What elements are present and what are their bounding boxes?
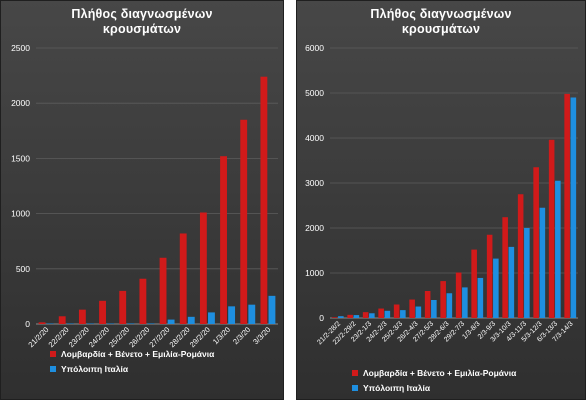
x-tick-label: 3/3/20 <box>251 325 272 346</box>
legend-item-blue: Υπόλοιπη Ιταλία <box>352 380 516 395</box>
bar-red <box>220 156 227 324</box>
bar-blue <box>187 316 195 324</box>
bar-blue <box>228 306 236 324</box>
bar-red <box>362 312 369 318</box>
y-tick-label: 4000 <box>305 133 324 143</box>
bar-blue <box>46 323 54 324</box>
bar-red <box>440 281 446 318</box>
y-tick-label: 1000 <box>11 209 30 219</box>
bar-red <box>331 317 338 318</box>
bar-blue <box>248 304 256 324</box>
legend-label-blue: Υπόλοιπη Ιταλία <box>363 382 431 393</box>
bar-blue <box>369 313 375 318</box>
x-tick-label: 2/3/20 <box>231 325 252 346</box>
bar-blue <box>431 300 437 318</box>
bar-blue <box>415 306 422 318</box>
legend-item-red: Λομβαρδία + Βένετο + Εμιλία-Ρομάνια <box>352 365 516 380</box>
bar-red <box>179 233 187 324</box>
bar-blue <box>539 207 546 318</box>
y-tick-label: 2000 <box>305 223 324 233</box>
legend-swatch-red <box>50 350 56 357</box>
bar-blue <box>167 319 175 324</box>
bar-red <box>486 234 493 318</box>
bar-blue <box>338 316 344 318</box>
bar-blue <box>208 312 215 324</box>
legend-swatch-blue <box>50 365 56 372</box>
bar-blue <box>107 323 115 324</box>
bar-red <box>424 291 431 318</box>
legend-swatch-blue <box>352 384 358 391</box>
bar-blue <box>446 293 453 318</box>
bar-blue <box>147 323 155 324</box>
bar-red <box>78 309 86 324</box>
bar-blue <box>570 97 577 318</box>
bar-blue <box>477 277 484 318</box>
bar-blue <box>508 246 515 318</box>
chart-title-line-1: Πλήθος διαγνωσμένων <box>370 7 512 21</box>
bar-red <box>409 299 415 318</box>
bar-red <box>533 167 539 318</box>
y-tick-label: 1000 <box>305 268 324 278</box>
bar-blue <box>400 310 406 318</box>
legend-swatch-red <box>352 369 358 376</box>
bar-red <box>393 304 400 318</box>
bar-red <box>159 257 167 324</box>
chart-legend: Λομβαρδία + Βένετο + Εμιλία-Ρομάνια Υπόλ… <box>352 365 516 395</box>
y-tick-label: 500 <box>16 264 30 274</box>
x-tick-label: 21/2/20 <box>26 325 50 349</box>
y-tick-label: 0 <box>25 319 30 329</box>
bar-red <box>548 139 555 318</box>
bar-blue <box>524 228 530 318</box>
y-tick-label: 2500 <box>11 43 30 53</box>
chart-right: 010002000300040005000600021/2-28/222/2-2… <box>305 43 578 346</box>
bar-red <box>139 278 147 324</box>
bar-red <box>240 119 248 324</box>
bar-red <box>58 316 66 324</box>
legend-item-blue: Υπόλοιπη Ιταλία <box>50 361 214 376</box>
bar-blue <box>127 323 135 324</box>
bar-red <box>502 217 508 318</box>
bar-red <box>99 300 106 324</box>
legend-label-blue: Υπόλοιπη Ιταλία <box>61 363 129 374</box>
bar-red <box>347 314 353 318</box>
bar-blue <box>462 287 468 318</box>
y-tick-label: 0 <box>319 313 324 323</box>
bar-red <box>471 249 477 318</box>
legend-label-red: Λομβαρδία + Βένετο + Εμιλία-Ρομάνια <box>363 367 517 378</box>
legend-label-red: Λομβαρδία + Βένετο + Εμιλία-Ρομάνια <box>61 348 215 359</box>
chart-panel-right: 0 1000 2000 3000 4000 5000 6000 21/2-28/2 22/2-2… <box>296 0 586 400</box>
bar-blue <box>87 323 94 324</box>
bar-blue <box>384 310 391 318</box>
chart-title-line-1: Πλήθος διαγνωσμένων <box>71 7 213 21</box>
chart-left: 0500100015002000250021/2/2022/2/2023/2/2… <box>11 43 278 349</box>
bar-blue <box>268 295 276 324</box>
chart-title: Πλήθος διαγνωσμένων κρουσμάτων <box>296 7 586 37</box>
bar-blue <box>353 315 360 318</box>
bar-blue <box>493 258 499 318</box>
bar-blue <box>555 180 561 318</box>
y-tick-label: 5000 <box>305 88 324 98</box>
bar-red <box>38 322 46 324</box>
chart-title-line-2: κρουσμάτων <box>401 22 481 36</box>
x-tick-label: 1/3/20 <box>211 325 232 346</box>
bar-red <box>455 272 462 318</box>
chart-panel-left: 0 500 1000 1500 2000 2500 21/2/20 22/2/20 23/2/2… <box>0 0 284 400</box>
bar-red <box>260 76 268 324</box>
chart-title: Πλήθος διαγνωσμένων κρουσμάτων <box>0 7 284 37</box>
y-tick-label: 2000 <box>11 98 30 108</box>
bar-red <box>517 194 524 318</box>
chart-title-line-2: κρουσμάτων <box>102 22 182 36</box>
bar-red <box>199 212 207 324</box>
chart-legend: Λομβαρδία + Βένετο + Εμιλία-Ρομάνια Υπόλ… <box>50 346 214 376</box>
bar-red <box>564 93 570 319</box>
bar-blue <box>66 323 74 324</box>
y-tick-label: 6000 <box>305 43 324 53</box>
y-tick-label: 3000 <box>305 178 324 188</box>
bar-red <box>378 308 384 318</box>
y-tick-label: 1500 <box>11 153 30 163</box>
bar-red <box>119 290 127 324</box>
legend-item-red: Λομβαρδία + Βένετο + Εμιλία-Ρομάνια <box>50 346 214 361</box>
